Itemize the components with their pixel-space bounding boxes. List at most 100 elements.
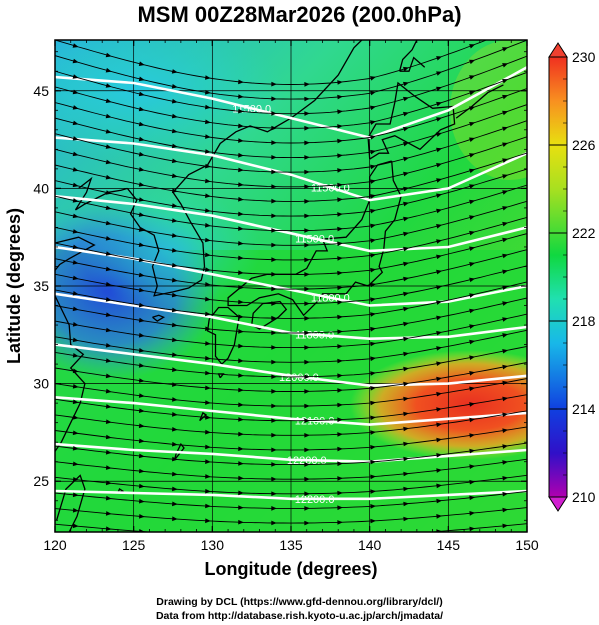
wind-arrowhead — [205, 459, 211, 464]
wind-arrowhead — [436, 422, 442, 428]
wind-arrowhead — [205, 444, 211, 450]
wind-arrowhead — [403, 336, 409, 342]
wind-arrowhead — [72, 337, 79, 343]
wind-arrowhead — [238, 226, 244, 231]
wind-arrowhead — [238, 123, 244, 129]
wind-arrowhead — [370, 415, 376, 421]
wind-arrowhead — [436, 498, 442, 504]
wind-arrowhead — [436, 361, 442, 366]
wind-arrowhead — [502, 221, 509, 227]
wind-arrowhead — [138, 227, 145, 232]
wind-arrowhead — [304, 374, 310, 380]
wind-arrowhead — [403, 141, 409, 147]
wind-arrowhead — [337, 476, 343, 481]
wind-arrowhead — [469, 433, 476, 438]
wind-arrowhead — [337, 505, 343, 511]
wind-arrowhead — [436, 239, 442, 244]
height-contour-line — [55, 396, 527, 426]
wind-arrowhead — [469, 230, 476, 236]
colorbar-tick-label: 230 — [572, 49, 596, 65]
wind-arrowhead — [138, 348, 145, 353]
wind-arrowhead — [370, 518, 376, 524]
wind-streamline — [55, 281, 527, 319]
wind-arrowhead — [469, 371, 476, 376]
wind-arrowhead — [370, 297, 376, 302]
wind-arrowhead — [304, 359, 310, 365]
warm-north — [450, 40, 527, 180]
wind-arrowhead — [72, 136, 79, 141]
wind-arrowhead — [238, 417, 244, 422]
wind-arrowhead — [172, 382, 178, 387]
wind-arrowhead — [72, 508, 79, 513]
wind-arrowhead — [502, 47, 509, 52]
wind-arrowhead — [72, 105, 79, 110]
wind-arrowhead — [138, 378, 145, 383]
wind-arrowhead — [469, 44, 476, 49]
wind-arrowhead — [271, 315, 277, 321]
wind-arrowhead — [436, 300, 442, 305]
wind-arrowhead — [172, 456, 178, 462]
x-tick-label: 145 — [437, 537, 461, 553]
wind-arrowhead — [205, 163, 211, 169]
wind-arrowhead — [138, 257, 145, 263]
wind-arrowhead — [238, 94, 244, 99]
wind-arrowhead — [469, 215, 476, 220]
wind-arrowhead — [469, 246, 476, 251]
wind-arrowhead — [337, 94, 343, 100]
wind-arrowhead — [436, 71, 442, 76]
wind-arrowhead — [502, 523, 509, 529]
wind-arrowhead — [138, 242, 145, 247]
wind-arrowhead — [502, 364, 509, 370]
wind-arrowhead — [271, 535, 277, 540]
wind-arrowhead — [403, 201, 409, 207]
wind-arrowhead — [238, 314, 244, 319]
wind-arrowhead — [238, 402, 244, 408]
wind-arrowhead — [304, 476, 310, 482]
wind-arrowhead — [205, 149, 211, 154]
wind-arrowhead — [139, 468, 145, 474]
wind-arrowhead — [172, 412, 178, 417]
wind-arrowhead — [171, 292, 178, 298]
wind-arrowhead — [138, 438, 145, 444]
wind-arrowhead — [238, 343, 244, 349]
wind-arrowhead — [370, 179, 376, 184]
wind-arrowhead — [469, 168, 476, 174]
wind-arrowhead — [370, 341, 376, 347]
wind-arrowhead — [172, 397, 178, 402]
wind-arrowhead — [105, 526, 112, 531]
wind-arrowhead — [172, 427, 178, 432]
wind-arrowhead — [436, 178, 442, 183]
wind-arrowhead — [337, 285, 343, 291]
wind-arrowhead — [436, 376, 442, 382]
wind-arrowhead — [171, 113, 178, 119]
wind-arrowhead — [138, 317, 145, 323]
wind-arrowhead — [172, 501, 178, 507]
wind-arrowhead — [205, 429, 211, 435]
wind-arrowhead — [502, 63, 509, 68]
wind-streamline — [55, 313, 527, 349]
wind-arrowhead — [469, 199, 476, 205]
wind-arrowhead — [304, 330, 310, 336]
wind-arrowhead — [271, 403, 277, 409]
wind-arrowhead — [337, 329, 343, 335]
wind-arrowhead — [337, 197, 343, 203]
wind-arrowhead — [271, 169, 277, 175]
wind-arrowhead — [370, 282, 376, 288]
wind-arrowhead — [370, 194, 376, 199]
wind-arrowhead — [105, 343, 112, 348]
wind-arrowhead — [105, 297, 112, 302]
coastline-segment — [227, 160, 402, 317]
wind-arrowhead — [436, 315, 442, 321]
wind-arrowhead — [172, 367, 178, 372]
wind-arrowhead — [436, 56, 442, 61]
wind-arrowhead — [403, 156, 409, 162]
credit-data: Data from http://database.rish.kyoto-u.a… — [155, 610, 444, 622]
wind-arrowhead — [205, 222, 211, 228]
wind-arrowhead — [72, 306, 79, 312]
wind-streamline — [55, 40, 527, 100]
wind-arrowhead — [469, 355, 476, 360]
wind-streamline — [55, 362, 527, 392]
wind-arrowhead — [271, 330, 277, 336]
wind-arrowhead — [105, 83, 112, 88]
wind-arrowhead — [337, 520, 343, 525]
